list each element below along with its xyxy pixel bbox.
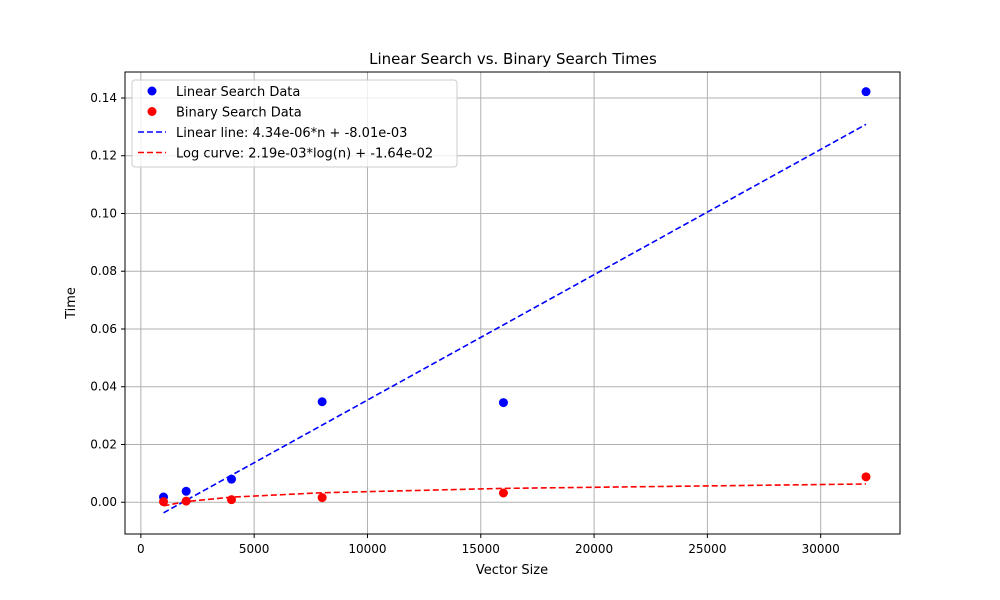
scatter-point: [159, 497, 169, 507]
scatter-point: [227, 474, 237, 484]
legend-label: Linear Search Data: [176, 85, 300, 100]
scatter-point: [181, 496, 191, 506]
x-tick-label: 15000: [462, 542, 500, 556]
y-tick-label: 0.10: [90, 206, 117, 220]
y-tick-label: 0.06: [90, 322, 117, 336]
legend-marker: [147, 107, 157, 116]
y-tick-label: 0.14: [90, 91, 117, 105]
scatter-point: [181, 486, 191, 496]
x-tick-label: 20000: [575, 542, 613, 556]
y-tick-label: 0.04: [90, 380, 117, 394]
scatter-point: [861, 87, 871, 97]
scatter-point: [317, 397, 327, 407]
x-tick-label: 0: [137, 542, 145, 556]
x-tick-label: 25000: [688, 542, 726, 556]
scatter-point: [317, 493, 327, 503]
scatter-point: [498, 398, 508, 408]
legend-label: Log curve: 2.19e-03*log(n) + -1.64e-02: [176, 147, 433, 162]
legend-label: Binary Search Data: [176, 106, 302, 121]
legend-box: [131, 79, 458, 168]
legend-marker: [147, 86, 157, 96]
x-axis-label: Vector Size: [476, 563, 548, 578]
scatter-point: [227, 495, 237, 505]
y-tick-label: 0.12: [90, 149, 117, 163]
scatter-point: [498, 488, 508, 498]
scatter-point: [861, 472, 871, 482]
x-tick-label: 30000: [802, 542, 840, 556]
y-axis-label: Time: [64, 287, 79, 320]
x-tick-label: 5000: [239, 542, 270, 556]
fit-line: [163, 123, 867, 514]
y-tick-label: 0.08: [90, 264, 117, 278]
chart-title: Linear Search vs. Binary Search Times: [369, 50, 657, 68]
x-tick-label: 10000: [348, 542, 386, 556]
y-tick-label: 0.00: [90, 495, 117, 509]
legend: Linear Search Data Binary Search Data Line…: [131, 79, 458, 168]
plot-frame: [124, 71, 901, 535]
legend-label: Linear line: 4.34e-06*n + -8.01e-03: [176, 126, 407, 141]
y-tick-label: 0.02: [90, 437, 117, 451]
